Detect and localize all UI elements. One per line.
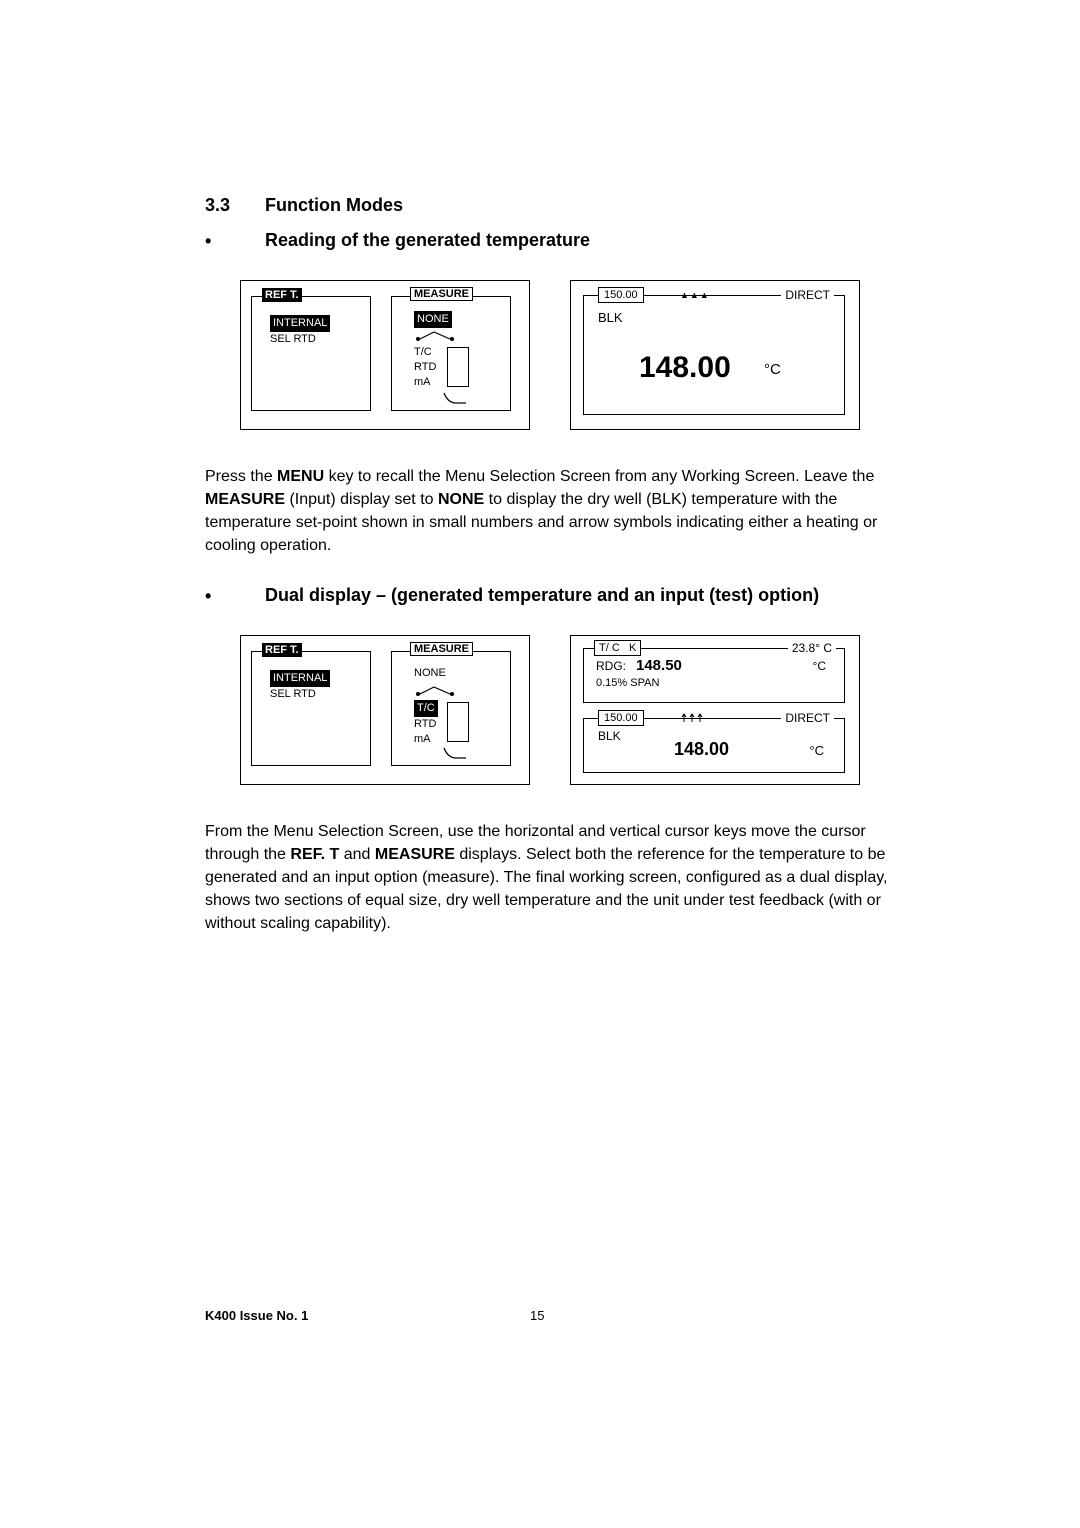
section-number: 3.3: [205, 195, 265, 216]
measure-sub-options-2: T/C RTD mA: [414, 700, 438, 747]
setpoint-value: 150.00: [598, 287, 644, 303]
measure-label: MEASURE: [410, 287, 473, 301]
section-title: Function Modes: [265, 195, 403, 216]
none-option-2: NONE: [414, 666, 446, 681]
footer-page-number: 15: [530, 1308, 544, 1323]
sel-rtd-option-2: SEL RTD: [270, 687, 330, 702]
ref-t-group: REF T. INTERNAL SEL RTD: [251, 296, 371, 411]
blk-label: BLK: [598, 310, 623, 325]
measure-options: NONE: [414, 311, 452, 328]
display-panel-2: T/ C K 23.8° C RDG: 148.50 °C 0.15% SPAN…: [570, 635, 860, 785]
thermocouple-icon-2: [414, 684, 458, 698]
rdg-value: 148.50: [636, 657, 682, 674]
bullet-text-2: Dual display – (generated temperature an…: [265, 585, 900, 606]
bullet-item-2: • Dual display – (generated temperature …: [205, 585, 900, 607]
mode-label-2: DIRECT: [781, 711, 834, 725]
none-option: NONE: [414, 311, 452, 328]
document-page: 3.3 Function Modes • Reading of the gene…: [0, 0, 1080, 1528]
ref-t-options-2: INTERNAL SEL RTD: [270, 670, 330, 702]
arrows-icon: ▲▲▲: [680, 290, 710, 300]
menu-panel-1: REF T. INTERNAL SEL RTD MEASURE NONE T/C: [240, 280, 530, 430]
measure-sub-options: T/C RTD mA: [414, 345, 436, 390]
display-bottom-group: 150.00 DIRECT BLK 148.00 °C: [583, 718, 845, 773]
measure-group-2: MEASURE NONE T/C RTD mA: [391, 651, 511, 766]
rtd-option: RTD: [414, 360, 436, 375]
ref-t-label: REF T.: [262, 288, 302, 302]
footer-issue: K400 Issue No. 1: [205, 1308, 308, 1323]
section-header: 3.3 Function Modes: [205, 195, 900, 216]
measure-options-2: NONE: [414, 666, 446, 681]
bullet-text-1: Reading of the generated temperature: [265, 230, 900, 251]
bullet-icon: •: [205, 585, 265, 607]
scroll-icon-2: [442, 746, 468, 760]
display-group-1: 150.00 ▲▲▲ DIRECT BLK 148.00 °C: [583, 295, 845, 415]
selector-box-icon-2: [447, 702, 469, 742]
bullet-icon: •: [205, 230, 265, 252]
display-panel-1: 150.00 ▲▲▲ DIRECT BLK 148.00 °C: [570, 280, 860, 430]
arrows-icon-2: [680, 712, 704, 726]
thermocouple-icon: [414, 329, 458, 343]
menu-panel-2: REF T. INTERNAL SEL RTD MEASURE NONE T/C…: [240, 635, 530, 785]
rtd-option-2: RTD: [414, 717, 438, 732]
figure-row-1: REF T. INTERNAL SEL RTD MEASURE NONE T/C: [240, 280, 900, 430]
mode-label: DIRECT: [781, 288, 834, 302]
figure-row-2: REF T. INTERNAL SEL RTD MEASURE NONE T/C…: [240, 635, 900, 785]
page-footer: K400 Issue No. 1 15: [205, 1308, 900, 1323]
setpoint-value-2: 150.00: [598, 710, 644, 726]
sel-rtd-option: SEL RTD: [270, 332, 330, 347]
measure-group: MEASURE NONE T/C RTD mA: [391, 296, 511, 411]
ma-option-2: mA: [414, 732, 438, 747]
span-label: 0.15% SPAN: [596, 677, 659, 689]
ref-t-group-2: REF T. INTERNAL SEL RTD: [251, 651, 371, 766]
unit-label: °C: [764, 361, 781, 378]
blk-label-2: BLK: [598, 729, 621, 743]
selector-box-icon: [447, 347, 469, 387]
rdg-unit: °C: [813, 659, 826, 673]
top-temp: 23.8° C: [788, 641, 836, 655]
ref-t-options: INTERNAL SEL RTD: [270, 315, 330, 347]
display-top-group: T/ C K 23.8° C RDG: 148.50 °C 0.15% SPAN: [583, 648, 845, 703]
paragraph-2: From the Menu Selection Screen, use the …: [205, 820, 900, 935]
main-reading: 148.00: [639, 351, 731, 385]
scroll-icon: [442, 391, 468, 405]
measure-label-2: MEASURE: [410, 642, 473, 656]
tc-option-2: T/C: [414, 700, 438, 717]
bullet-item-1: • Reading of the generated temperature: [205, 230, 900, 252]
ma-option: mA: [414, 375, 436, 390]
paragraph-1: Press the MENU key to recall the Menu Se…: [205, 465, 900, 557]
main-reading-2: 148.00: [674, 739, 729, 760]
tc-type-box: T/ C K: [594, 640, 641, 656]
unit-label-2: °C: [809, 743, 824, 758]
rdg-label: RDG:: [596, 659, 626, 673]
ref-t-label-2: REF T.: [262, 643, 302, 657]
tc-option: T/C: [414, 345, 436, 360]
internal-option: INTERNAL: [270, 315, 330, 332]
internal-option-2: INTERNAL: [270, 670, 330, 687]
